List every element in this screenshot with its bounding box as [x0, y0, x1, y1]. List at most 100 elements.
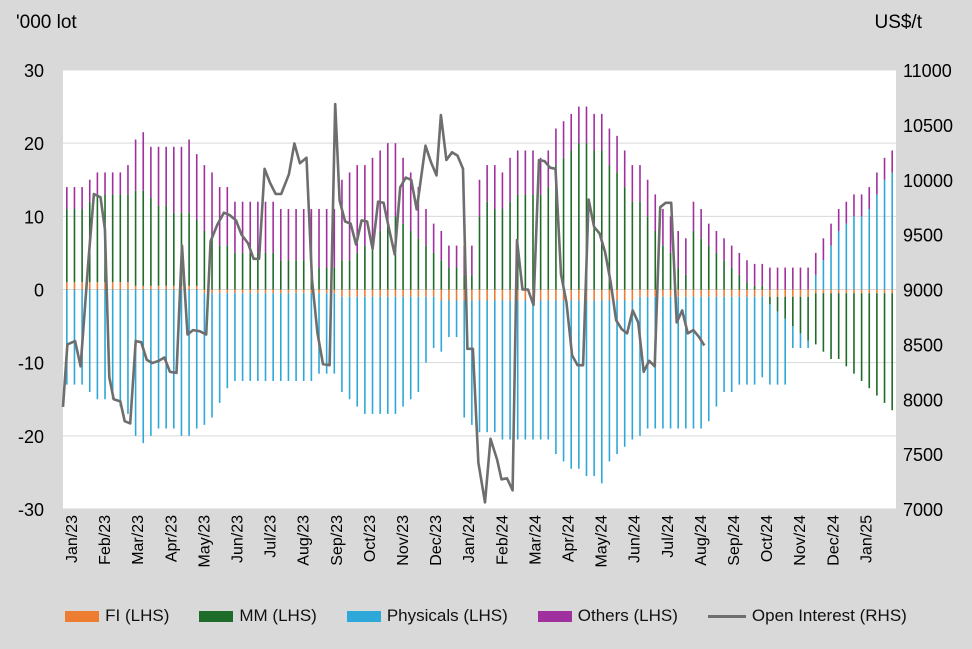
bar-physicals	[104, 289, 106, 400]
bar-mm	[532, 194, 534, 290]
bar-mm	[685, 274, 687, 290]
bar-mm	[547, 187, 550, 290]
bar-mm	[784, 296, 786, 319]
bar-physicals	[455, 300, 458, 338]
bar-mm	[524, 194, 527, 290]
bar-mm	[463, 274, 466, 290]
bar-physicals	[188, 289, 190, 436]
bar-physicals	[471, 300, 473, 425]
bar-fi	[463, 289, 466, 301]
bar-mm	[478, 216, 481, 290]
bar-mm	[501, 209, 504, 290]
bar-mm	[662, 245, 664, 290]
bar-fi	[677, 289, 679, 297]
bar-others	[715, 230, 718, 253]
bar-physicals	[448, 300, 450, 338]
bar-fi	[455, 289, 458, 301]
bar-physicals	[218, 293, 221, 403]
bar-mm	[585, 143, 588, 290]
bar-fi	[723, 289, 725, 297]
bar-physicals	[585, 300, 588, 477]
month-label: Jun/23	[230, 515, 247, 563]
bar-mm	[822, 293, 825, 352]
bar-mm	[165, 205, 167, 286]
bar-fi	[218, 289, 221, 294]
bar-others	[639, 165, 641, 202]
month-label: Jul/24	[660, 515, 677, 558]
bar-mm	[96, 194, 99, 283]
bar-mm	[150, 198, 152, 286]
bar-fi	[356, 289, 359, 297]
bar-others	[448, 245, 450, 268]
bar-others	[134, 139, 137, 191]
legend-swatch-physicals	[346, 610, 381, 622]
right-tick-label: 7000	[903, 500, 943, 520]
bar-physicals	[845, 223, 848, 290]
left-tick-label: 20	[24, 134, 44, 154]
legend-swatch-mm	[199, 610, 234, 622]
bar-others	[318, 209, 320, 268]
bar-others	[165, 146, 167, 206]
bar-fi	[257, 289, 259, 294]
bar-others	[432, 223, 435, 253]
bar-physicals	[532, 300, 534, 440]
bar-fi	[81, 282, 83, 290]
bar-others	[799, 267, 802, 290]
bar-physicals	[88, 289, 91, 392]
right-tick-label: 7500	[903, 445, 943, 465]
bar-others	[379, 150, 381, 231]
bar-fi	[853, 289, 855, 294]
bar-mm	[364, 245, 366, 290]
month-label: Jan/24	[461, 515, 478, 563]
bar-fi	[409, 289, 412, 297]
bar-fi	[662, 289, 664, 297]
bar-physicals	[234, 293, 236, 381]
bar-others	[333, 209, 336, 268]
bar-physicals	[295, 293, 297, 381]
legend-swatch-open-interest	[707, 614, 746, 618]
bar-fi	[165, 285, 167, 290]
bar-physicals	[555, 300, 557, 455]
bar-fi	[623, 289, 626, 301]
left-tick-label: 0	[34, 281, 44, 301]
bar-physicals	[493, 300, 496, 433]
bar-physicals	[142, 289, 145, 444]
bar-mm	[623, 187, 626, 290]
month-label: Aug/24	[693, 515, 710, 566]
bar-mm	[738, 274, 741, 290]
bar-physicals	[249, 293, 252, 381]
bar-physicals	[364, 296, 366, 414]
bar-fi	[685, 289, 687, 297]
bar-fi	[784, 289, 786, 297]
bar-mm	[119, 194, 122, 283]
bar-mm	[142, 190, 145, 286]
month-label: Oct/24	[759, 515, 776, 562]
bar-others	[493, 165, 496, 210]
bar-fi	[868, 289, 871, 294]
bar-others	[73, 187, 76, 210]
bar-physicals	[272, 293, 274, 381]
bar-mm	[608, 165, 611, 290]
bar-physicals	[860, 216, 863, 290]
legend-item-mm: MM (LHS)	[199, 606, 317, 626]
bar-fi	[119, 282, 122, 290]
bar-others	[539, 157, 542, 195]
month-label: Aug/23	[296, 515, 313, 566]
bar-fi	[371, 289, 374, 297]
bar-others	[142, 132, 145, 191]
month-label: May/24	[594, 515, 611, 568]
bar-physicals	[73, 289, 76, 385]
legend-item-fi: FI (LHS)	[65, 606, 169, 626]
month-label: Feb/24	[494, 515, 511, 565]
bar-physicals	[509, 300, 511, 440]
bar-physicals	[440, 300, 443, 352]
bar-physicals	[578, 300, 580, 469]
bar-others	[776, 267, 779, 290]
bar-others	[402, 157, 404, 224]
bar-physicals	[280, 293, 282, 381]
bar-fi	[104, 282, 106, 290]
bar-mm	[379, 230, 381, 290]
bar-fi	[157, 285, 160, 290]
bar-mm	[257, 252, 259, 290]
bar-mm	[134, 190, 137, 286]
